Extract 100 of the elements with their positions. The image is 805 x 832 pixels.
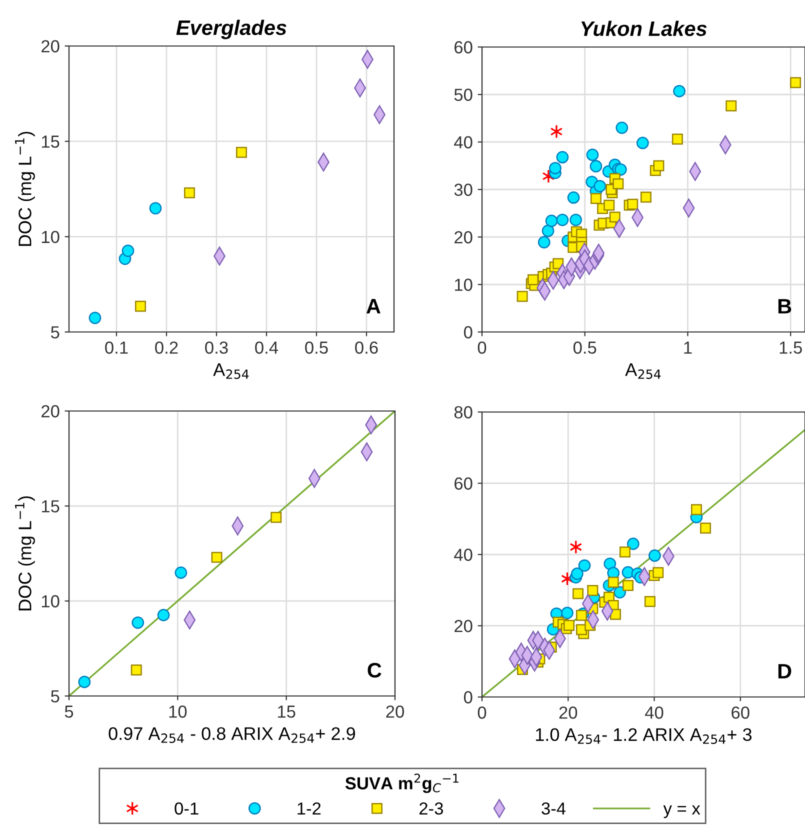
point — [619, 546, 630, 558]
point — [516, 290, 528, 302]
x-tick-label: 0.3 — [205, 341, 228, 354]
legend-label: 3-4 — [542, 802, 566, 815]
point — [672, 134, 683, 145]
point — [157, 608, 170, 622]
point — [174, 566, 188, 579]
point — [556, 151, 569, 164]
x-tick-label: 10 — [169, 705, 187, 718]
x-tick-label: 0.2 — [155, 341, 178, 354]
point — [149, 202, 162, 214]
point — [640, 192, 652, 203]
point — [538, 236, 550, 248]
x-tick-label: 20 — [559, 706, 578, 719]
point — [130, 664, 142, 676]
point — [627, 198, 638, 210]
point — [612, 178, 624, 190]
point — [578, 559, 591, 572]
x-tick-label: 0.5 — [573, 341, 596, 354]
point — [652, 567, 664, 578]
x-tick-label: 20 — [386, 705, 404, 718]
y-tick-label: 50 — [454, 88, 472, 101]
point — [184, 187, 195, 198]
point — [236, 146, 247, 158]
point — [122, 244, 134, 257]
x-tick-label: 1 — [684, 342, 692, 354]
y-tick-label: 20 — [454, 231, 472, 244]
point — [545, 214, 558, 228]
y-axis-title: DOC (mg L$^{−1}$) — [15, 132, 35, 246]
point — [653, 160, 664, 172]
x-tick-label: 0 — [478, 341, 486, 354]
point — [270, 512, 282, 523]
y-tick-label: 10 — [42, 595, 60, 608]
point — [590, 193, 602, 204]
y-tick-label: 20 — [42, 40, 60, 52]
y-tick-label: 20 — [42, 405, 60, 418]
point — [556, 214, 569, 226]
point — [700, 522, 712, 534]
point — [616, 122, 628, 134]
point — [549, 162, 562, 174]
y-tick-label: 10 — [454, 278, 472, 291]
y-tick-label: 40 — [454, 548, 472, 561]
chart-title: Everglades — [176, 20, 286, 40]
x-axis-title: 1.0 A$_{254}$- 1.2 ARIX A$_{254}$+ 3 — [536, 728, 752, 744]
x-tick-label: 0.5 — [305, 341, 328, 354]
x-tick-label: 0.1 — [105, 341, 128, 354]
point — [790, 77, 802, 88]
point — [604, 200, 615, 211]
point — [609, 212, 620, 223]
point — [572, 588, 584, 600]
y-tick-label: 5 — [51, 326, 60, 338]
point — [567, 191, 580, 204]
legend-title: SUVA m$^{2}$g$_{C}$$^{−1}$ — [345, 774, 458, 793]
point — [570, 568, 584, 580]
x-tick-label: 15 — [278, 706, 296, 718]
y-tick-label: 80 — [454, 406, 472, 418]
x-tick-label: 0.6 — [355, 341, 378, 354]
x-tick-label: 60 — [732, 706, 750, 719]
legend-label: 1-2 — [298, 802, 321, 815]
x-tick-label: 40 — [645, 706, 664, 719]
point — [648, 549, 661, 562]
point — [590, 160, 602, 172]
point — [614, 163, 627, 176]
y-tick-label: 15 — [42, 136, 60, 148]
point — [132, 616, 144, 629]
y-tick-label: 5 — [51, 690, 60, 702]
y-tick-label: 15 — [42, 500, 60, 512]
point — [587, 584, 598, 596]
x-tick-label: 0.4 — [255, 341, 278, 354]
annotation: A — [366, 299, 380, 314]
point — [604, 558, 616, 570]
chart-title: Yukon Lakes — [581, 20, 707, 36]
x-tick-label: 5 — [64, 706, 74, 718]
point — [78, 676, 91, 688]
point — [608, 576, 619, 588]
x-axis-title: A$_{254}$ — [625, 363, 661, 379]
legend-label: y = x — [663, 805, 700, 818]
y-axis-title: DOC (mg L$^{−1}$) — [15, 496, 35, 610]
x-tick-label: 1.5 — [780, 342, 802, 354]
point — [570, 214, 582, 226]
y-tick-label: 60 — [454, 41, 472, 54]
y-tick-label: 60 — [454, 477, 472, 490]
point — [622, 580, 634, 591]
point — [726, 100, 737, 112]
point — [586, 148, 599, 162]
point — [673, 84, 686, 98]
annotation: C — [368, 662, 382, 678]
point — [550, 124, 563, 139]
y-tick-label: 0 — [464, 326, 472, 338]
point — [576, 610, 587, 621]
y-tick-label: 0 — [464, 691, 472, 704]
legend-label: 2-3 — [420, 802, 443, 815]
point — [644, 596, 656, 608]
point — [594, 180, 606, 192]
point — [528, 274, 539, 286]
point — [88, 312, 102, 324]
legend-label: 0-1 — [174, 802, 198, 815]
y-tick-label: 40 — [454, 136, 472, 148]
point — [636, 136, 649, 150]
point — [135, 300, 146, 312]
